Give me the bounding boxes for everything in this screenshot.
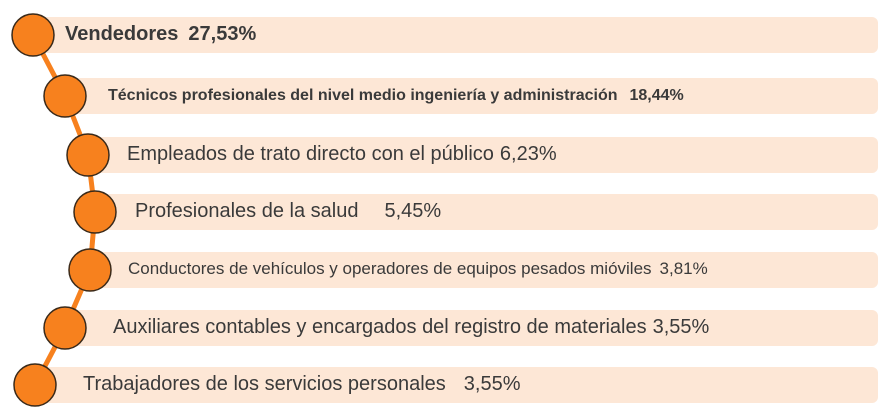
row-label: Empleados de trato directo con el públic… [127, 143, 494, 165]
labels: Vendedores 27,53% Técnicos profesionales d… [65, 23, 710, 395]
row-node [66, 133, 110, 177]
row-text: Trabajadores de los servicios personales… [83, 373, 521, 395]
row-bar [90, 252, 878, 288]
row-value: 5,45% [384, 200, 441, 222]
row-bar [33, 17, 878, 53]
row-node [13, 363, 57, 407]
row-label: Trabajadores de los servicios personales [83, 373, 446, 395]
row-node [43, 74, 87, 118]
row-value: 18,44% [629, 87, 683, 104]
nodes [11, 13, 117, 407]
row-bar [35, 367, 878, 403]
row-bar [88, 137, 878, 173]
row-bar [95, 194, 878, 230]
row-text: Vendedores 27,53% [65, 23, 256, 45]
row-text: Conductores de vehículos y operadores de… [128, 259, 708, 278]
row-node [11, 13, 55, 57]
row-text: Profesionales de la salud 5,45% [135, 200, 441, 222]
row-value: 3,55% [464, 373, 521, 395]
row-node [73, 190, 117, 234]
row-label: Conductores de vehículos y operadores de… [128, 259, 652, 278]
row-label: Profesionales de la salud [135, 200, 358, 222]
bars [33, 17, 878, 403]
row-value: 27,53% [188, 23, 256, 45]
row-value: 3,81% [660, 259, 708, 278]
row-node [68, 248, 112, 292]
row-text: Auxiliares contables y encargados del re… [113, 316, 710, 338]
row-text: Técnicos profesionales del nivel medio i… [108, 87, 684, 104]
row-value: 6,23% [500, 143, 557, 165]
row-node [43, 306, 87, 350]
row-label: Técnicos profesionales del nivel medio i… [108, 87, 617, 104]
row-bar [65, 78, 878, 114]
row-bar [65, 310, 878, 346]
row-label: Vendedores [65, 23, 178, 45]
row-label: Auxiliares contables y encargados del re… [113, 316, 647, 338]
row-value: 3,55% [653, 316, 710, 338]
row-text: Empleados de trato directo con el públic… [127, 143, 557, 165]
